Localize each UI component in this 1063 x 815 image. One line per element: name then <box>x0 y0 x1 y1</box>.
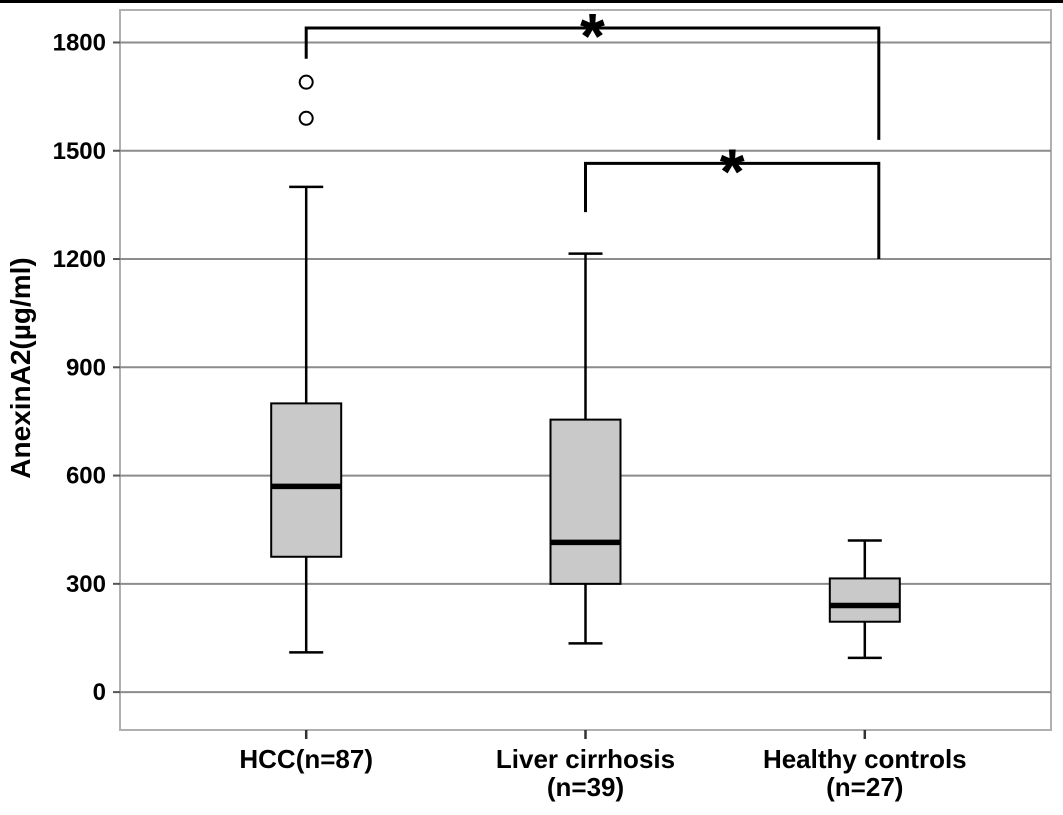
y-tick-label: 0 <box>93 679 106 706</box>
y-tick-label: 300 <box>66 571 106 598</box>
outlier-point <box>298 74 314 90</box>
x-category-label-line: (n=39) <box>547 772 624 802</box>
y-tick-label: 1500 <box>53 138 106 165</box>
outlier-point <box>298 110 314 126</box>
y-tick-label: 1200 <box>53 246 106 273</box>
y-tick-label: 900 <box>66 354 106 381</box>
x-category-label: Liver cirrhosis (n=39) <box>496 744 675 802</box>
iqr-box <box>270 402 343 558</box>
iqr-box <box>549 418 622 585</box>
y-tick-label: 600 <box>66 463 106 490</box>
significance-asterisk: * <box>720 135 745 207</box>
x-category-label-line: (n=27) <box>826 772 903 802</box>
x-category-label: Healthy controls (n=27) <box>763 744 967 802</box>
x-category-label: HCC(n=87) <box>239 744 373 774</box>
y-tick-label: 1800 <box>53 29 106 56</box>
significance-bracket <box>584 161 881 260</box>
significance-asterisk: * <box>580 0 605 72</box>
x-category-label-line: Healthy controls <box>763 744 967 774</box>
y-axis-title: AnexinA2(µg/ml) <box>5 257 36 478</box>
x-category-label-line: HCC(n=87) <box>239 744 373 774</box>
iqr-box <box>828 577 901 623</box>
x-category-label-line: Liver cirrhosis <box>496 744 675 774</box>
significance-bracket <box>304 26 881 140</box>
